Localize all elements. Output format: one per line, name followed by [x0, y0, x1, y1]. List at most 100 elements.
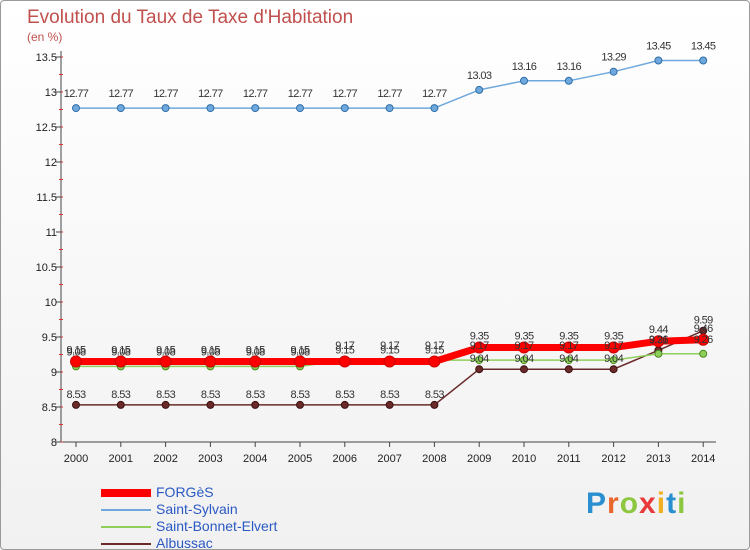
x-tick-label: 2006 [333, 453, 357, 465]
data-point [161, 400, 170, 409]
proxiti-logo: Proxiti [586, 487, 687, 520]
data-point [204, 355, 217, 368]
legend-label: Saint-Bonnet-Elvert [156, 518, 278, 534]
x-tick-label: 2009 [467, 453, 491, 465]
series-layer [70, 56, 710, 409]
data-point [294, 355, 306, 368]
data-point [428, 355, 441, 368]
y-tick-label: 10.5 [36, 262, 57, 274]
data-label: 13.45 [691, 41, 716, 53]
legend-swatch [101, 543, 151, 545]
x-tick-label: 2003 [198, 453, 222, 465]
data-label: 9.08 [111, 346, 130, 358]
data-label: 8.53 [201, 389, 220, 401]
series-1 [72, 56, 708, 113]
data-point [607, 341, 620, 354]
x-tick-label: 2013 [646, 453, 670, 465]
x-tick-label: 2002 [153, 453, 177, 465]
y-tick-label: 13 [45, 87, 57, 99]
data-point [116, 400, 125, 409]
data-label: 12.77 [198, 88, 223, 100]
data-label: 13.45 [646, 41, 671, 53]
data-labels: 9.15 9.15 9.15 9.15 9.15 9.15 9.15 9.15 9.15 9.35… [64, 41, 717, 401]
data-label: 13.03 [467, 70, 492, 82]
data-point [72, 400, 80, 409]
data-label: 8.53 [335, 389, 354, 401]
data-label: 9.15 [201, 345, 220, 357]
data-label: 9.17 [470, 340, 489, 352]
data-label: 9.15 [335, 345, 354, 357]
data-point [564, 76, 573, 85]
y-tick-label: 13.5 [36, 52, 57, 64]
data-label: 9.35 [470, 331, 489, 343]
data-label: 9.46 [694, 323, 713, 335]
data-label: 9.15 [156, 345, 175, 357]
x-tick-label: 2012 [601, 453, 625, 465]
data-label: 8.53 [246, 389, 265, 401]
y-tick-label: 8.5 [42, 402, 57, 414]
data-label: 12.77 [64, 88, 89, 100]
data-label: 9.15 [246, 345, 265, 357]
data-label: 12.77 [288, 88, 313, 100]
data-label: 9.31 [649, 334, 668, 346]
data-point [383, 355, 396, 368]
legend-swatch [101, 489, 151, 497]
data-point [609, 67, 618, 76]
y-tick-label: 12 [45, 157, 57, 169]
data-label: 9.17 [380, 340, 399, 352]
data-point [296, 400, 304, 409]
data-point [520, 356, 528, 365]
data-point [473, 341, 486, 354]
data-label: 9.17 [514, 340, 533, 352]
data-point [249, 355, 262, 368]
y-tick-label: 9 [51, 367, 57, 379]
data-label: 9.15 [111, 345, 130, 357]
legend-label: Albussac [156, 535, 213, 550]
data-point [562, 341, 575, 354]
data-point [206, 400, 215, 409]
x-tick-label: 2008 [422, 453, 446, 465]
data-point [652, 335, 665, 348]
data-point [697, 333, 710, 346]
data-point [161, 104, 170, 113]
data-point [518, 341, 530, 354]
data-label: 9.04 [470, 353, 489, 365]
y-tick-label: 8 [51, 437, 57, 449]
data-label: 8.53 [425, 389, 444, 401]
data-label: 9.35 [559, 331, 578, 343]
data-label: 9.17 [425, 340, 444, 352]
data-point [654, 56, 663, 65]
data-label: 13.16 [557, 61, 582, 73]
data-label: 9.08 [201, 346, 220, 358]
series-line [76, 59, 704, 109]
data-label: 8.53 [380, 389, 399, 401]
legend-swatch [101, 509, 151, 511]
data-label: 9.35 [604, 331, 623, 343]
data-label: 12.77 [153, 88, 178, 100]
data-point [654, 349, 663, 358]
data-label: 9.59 [694, 315, 713, 327]
data-point [385, 104, 394, 113]
data-label: 8.53 [111, 389, 130, 401]
chart-title: Evolution du Taux de Taxe d'Habitation [27, 7, 354, 28]
data-label: 9.15 [425, 345, 444, 357]
y-tick-label: 11.5 [36, 192, 57, 204]
data-point [251, 104, 260, 113]
data-label: 8.53 [156, 389, 175, 401]
data-point [251, 400, 260, 409]
x-tick-label: 2010 [512, 453, 536, 465]
data-point [699, 349, 708, 358]
legend-label: FORGèS [156, 484, 214, 500]
data-point [340, 104, 349, 113]
data-label: 9.04 [514, 353, 533, 365]
data-label: 9.04 [604, 353, 623, 365]
series-0 [70, 333, 710, 368]
data-point [564, 356, 573, 365]
data-label: 9.04 [559, 353, 578, 365]
data-label: 13.29 [601, 52, 626, 64]
data-label: 9.15 [380, 345, 399, 357]
data-point [116, 104, 125, 113]
data-point [70, 355, 82, 368]
data-label: 9.08 [246, 346, 265, 358]
